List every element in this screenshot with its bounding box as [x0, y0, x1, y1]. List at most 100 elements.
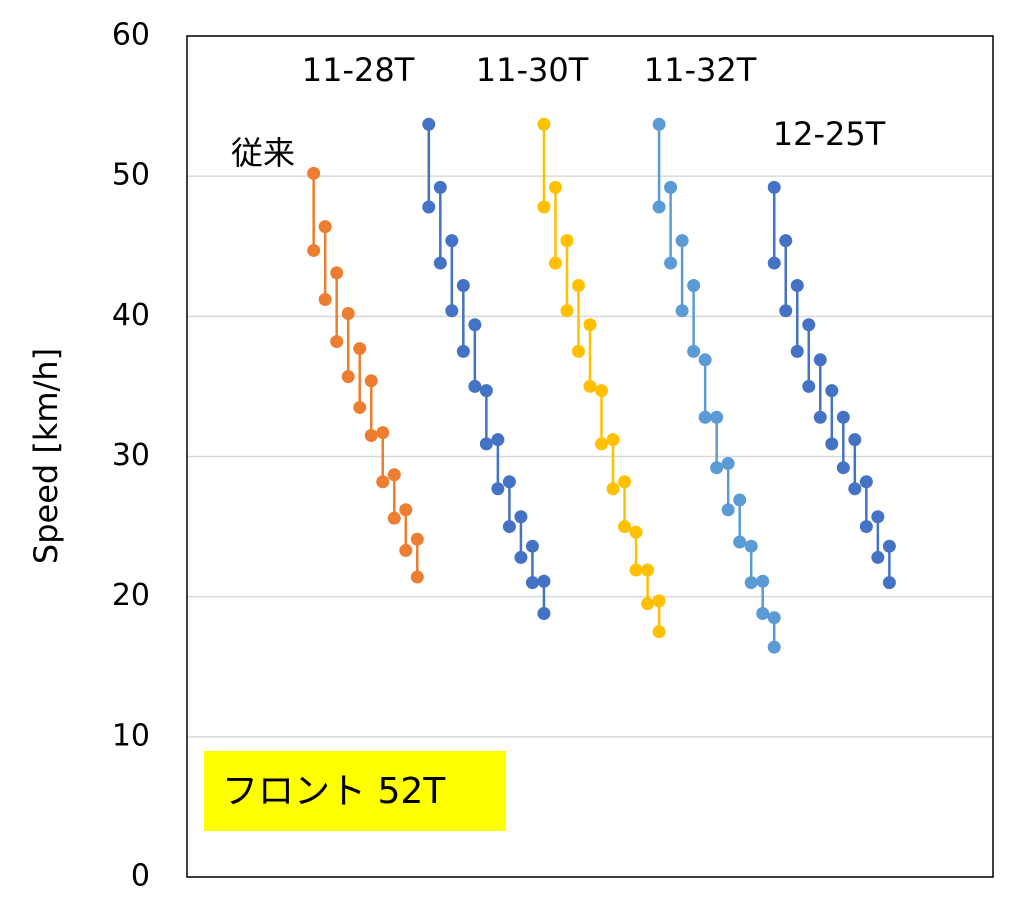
point	[641, 563, 655, 577]
point	[479, 384, 493, 398]
point	[502, 475, 516, 489]
point	[468, 318, 482, 332]
point	[859, 520, 873, 534]
point	[525, 539, 539, 553]
point	[514, 510, 528, 524]
y-tick-label: 0	[131, 859, 150, 894]
point	[468, 379, 482, 393]
point	[698, 353, 712, 367]
point	[410, 570, 424, 584]
point	[433, 180, 447, 194]
point	[871, 510, 885, 524]
series-label: 従来	[231, 134, 295, 172]
point	[456, 344, 470, 358]
point	[387, 468, 401, 482]
point	[606, 482, 620, 496]
point	[364, 428, 378, 442]
point	[307, 166, 321, 180]
y-tick-label: 40	[112, 298, 150, 333]
point	[744, 576, 758, 590]
point	[548, 256, 562, 270]
point	[802, 318, 816, 332]
point	[491, 433, 505, 447]
point	[871, 550, 885, 564]
point	[767, 180, 781, 194]
point	[813, 353, 827, 367]
point	[618, 475, 632, 489]
point	[537, 574, 551, 588]
point	[341, 307, 355, 321]
point	[664, 256, 678, 270]
point	[537, 606, 551, 620]
y-tick-label: 10	[112, 718, 150, 753]
point	[364, 374, 378, 388]
point	[848, 433, 862, 447]
point	[629, 525, 643, 539]
point	[767, 640, 781, 654]
point	[525, 576, 539, 590]
point	[399, 503, 413, 517]
point	[548, 180, 562, 194]
point	[456, 278, 470, 292]
point	[410, 532, 424, 546]
series-label: 11-28T	[302, 51, 415, 89]
point	[675, 304, 689, 318]
point	[687, 344, 701, 358]
point	[641, 597, 655, 611]
point	[341, 370, 355, 384]
point	[733, 493, 747, 507]
point	[790, 344, 804, 358]
point	[882, 576, 896, 590]
point	[836, 461, 850, 475]
series-label: 11-30T	[476, 51, 589, 89]
series-label: 12-25T	[773, 115, 886, 153]
series-line	[542, 124, 661, 632]
point	[652, 117, 666, 131]
y-tick-label: 30	[112, 438, 150, 473]
point	[376, 475, 390, 489]
annotation: フロント 52T	[222, 771, 446, 812]
point	[779, 304, 793, 318]
y-tick-label: 20	[112, 578, 150, 613]
point	[318, 220, 332, 234]
point	[399, 543, 413, 557]
point	[882, 539, 896, 553]
point	[318, 293, 332, 307]
point	[629, 563, 643, 577]
point	[618, 520, 632, 534]
point	[595, 437, 609, 451]
point	[859, 475, 873, 489]
point	[733, 535, 747, 549]
y-tick-label: 50	[112, 158, 150, 193]
point	[652, 200, 666, 214]
series-line	[772, 187, 891, 583]
series-line	[657, 124, 776, 648]
point	[422, 117, 436, 131]
point	[721, 503, 735, 517]
point	[376, 426, 390, 440]
point	[560, 234, 574, 248]
point	[652, 625, 666, 639]
point	[502, 520, 516, 534]
point	[836, 410, 850, 424]
point	[330, 266, 344, 280]
point	[606, 433, 620, 447]
point	[583, 318, 597, 332]
point	[353, 342, 367, 356]
point	[687, 278, 701, 292]
point	[491, 482, 505, 496]
point	[571, 344, 585, 358]
point	[433, 256, 447, 270]
annotation-box	[204, 751, 506, 831]
point	[479, 437, 493, 451]
point	[330, 335, 344, 349]
point	[353, 400, 367, 414]
point	[664, 180, 678, 194]
series-line	[427, 124, 546, 614]
point	[779, 234, 793, 248]
point	[652, 594, 666, 608]
point	[514, 550, 528, 564]
point	[710, 461, 724, 475]
point	[445, 234, 459, 248]
